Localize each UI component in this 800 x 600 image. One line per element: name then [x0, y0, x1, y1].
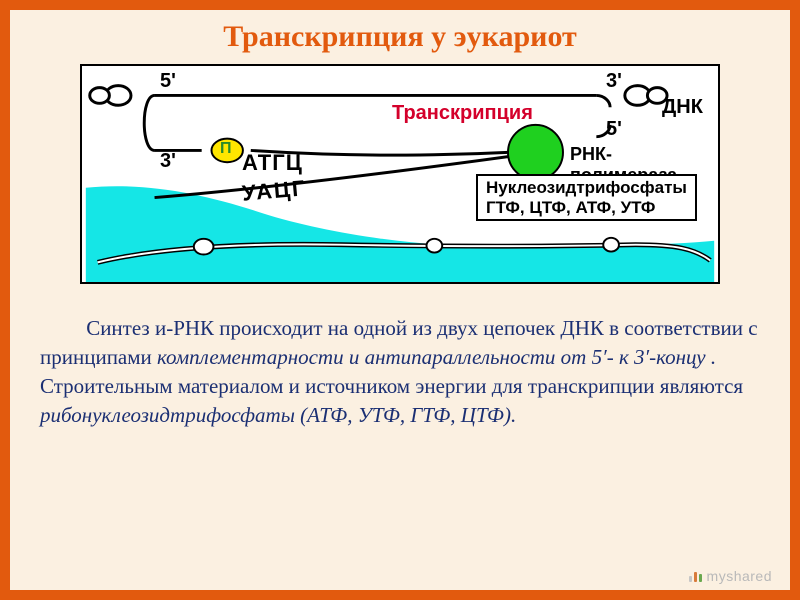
- slide-frame: Транскрипция у эукариот: [0, 0, 800, 600]
- promoter-letter: П: [220, 140, 232, 158]
- para-2: Строительным материалом и источником эне…: [40, 372, 760, 430]
- nucleotide-box-line1: Нуклеозидтрифосфаты: [486, 178, 687, 198]
- end-5-top-left: 5': [160, 70, 176, 93]
- watermark: myshared: [689, 568, 772, 584]
- transcription-label: Транскрипция: [392, 102, 533, 125]
- mrna-curve: [155, 156, 510, 197]
- end-3-top-right: 3': [606, 70, 622, 93]
- para-1: Синтез и-РНК происходит на одной из двух…: [40, 314, 760, 372]
- para-2-plain: Строительным материалом и источником эне…: [40, 374, 743, 398]
- slide-title: Транскрипция у эукариот: [40, 20, 760, 54]
- end-3-bottom-left: 3': [160, 150, 176, 173]
- para-1-italic: комплементарности и антипараллельности о…: [157, 345, 716, 369]
- para-2-italic: рибонуклеозидтрифосфаты (АТФ, УТФ, ГТФ, …: [40, 403, 516, 427]
- rna-polymerase-circle: [508, 125, 563, 180]
- dna-label: ДНК: [662, 96, 703, 119]
- watermark-text: myshared: [707, 568, 772, 584]
- bases-top: АТГЦ: [242, 150, 303, 176]
- bars-icon: [689, 570, 705, 582]
- nucleotide-box-line2: ГТФ, ЦТФ, АТФ, УТФ: [486, 198, 687, 218]
- end-5-bottom-right: 5': [606, 118, 622, 141]
- nucleotide-box: Нуклеозидтрифосфаты ГТФ, ЦТФ, АТФ, УТФ: [476, 174, 697, 221]
- transcription-diagram: 5' 3' 3' 5' ДНК П АТГЦ УАЦГ Транскрипция…: [80, 64, 720, 284]
- body-text: Синтез и-РНК происходит на одной из двух…: [40, 314, 760, 430]
